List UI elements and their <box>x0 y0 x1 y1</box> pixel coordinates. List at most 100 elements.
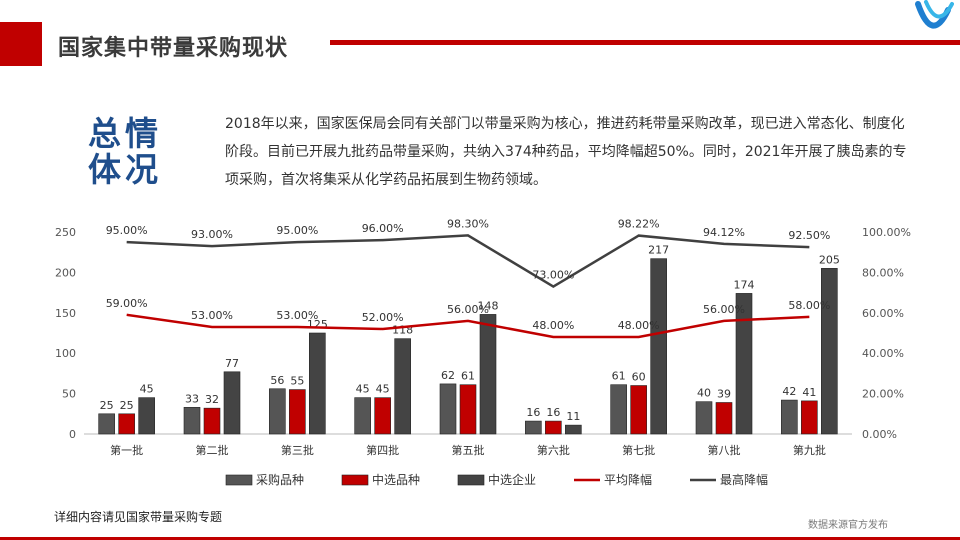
x-tick-label: 第九批 <box>793 443 826 457</box>
summary-paragraph: 2018年以来，国家医保局会同有关部门以带量采购为核心，推进药耗带量采购改革，现… <box>225 116 907 188</box>
bar-data-label: 11 <box>566 410 580 423</box>
bar-1 <box>183 407 201 435</box>
line-data-label: 95.00% <box>106 224 148 237</box>
line-data-label: 93.00% <box>191 228 233 241</box>
legend-swatch <box>457 474 485 486</box>
brand-logo-icon <box>915 0 954 29</box>
footnote-note: 详细内容请见国家带量采购专题 <box>54 510 223 524</box>
bar-data-label: 205 <box>819 253 840 266</box>
bar-data-label: 32 <box>205 393 219 406</box>
line-data-label: 56.00% <box>447 303 489 316</box>
y-left-tick-label: 50 <box>62 388 76 401</box>
bar-data-label: 41 <box>802 386 816 399</box>
y-right-tick-label: 40.00% <box>862 347 904 360</box>
legend-label: 中选品种 <box>372 472 420 487</box>
bar-3 <box>650 258 667 435</box>
y-right-tick-label: 100.00% <box>862 226 911 239</box>
legend-swatch <box>341 474 369 486</box>
bar-2 <box>374 397 391 435</box>
bar-2 <box>630 385 647 435</box>
line-data-label: 48.00% <box>618 319 660 332</box>
line-data-label: 53.00% <box>276 309 318 322</box>
x-tick-label: 第六批 <box>537 443 570 457</box>
bar-data-label: 16 <box>526 406 540 419</box>
y-left-tick-label: 0 <box>69 428 76 441</box>
bar-data-label: 45 <box>140 383 154 396</box>
x-tick-label: 第五批 <box>452 443 485 457</box>
bar-2 <box>203 407 221 435</box>
line-data-label: 59.00% <box>106 297 148 310</box>
line-data-label: 94.12% <box>703 226 745 239</box>
title-rule <box>330 40 960 45</box>
procurement-chart: 0 50 100 150 200 250 0.00% 20.00% 40.00% 60.00% 80… <box>55 217 911 487</box>
bar-2 <box>289 389 306 435</box>
bar-2 <box>801 400 818 435</box>
bar-1 <box>781 399 798 435</box>
bar-1 <box>98 413 115 435</box>
y-left-tick-label: 250 <box>55 226 76 239</box>
summary-heading-line2: 体况 <box>88 150 162 189</box>
bar-data-label: 148 <box>478 299 499 312</box>
bar-data-label: 33 <box>185 392 199 405</box>
bar-data-label: 61 <box>461 370 475 383</box>
bar-data-label: 45 <box>356 383 370 396</box>
y-right-tick-label: 80.00% <box>862 266 904 279</box>
bar-3 <box>309 332 326 435</box>
bar-data-label: 45 <box>376 383 390 396</box>
line-data-label: 56.00% <box>703 303 745 316</box>
footnote-source: 数据来源官方发布 <box>808 520 888 531</box>
x-tick-label: 第七批 <box>622 443 655 457</box>
legend-swatch <box>225 474 253 486</box>
y-left-tick-label: 150 <box>55 307 76 320</box>
x-tick-label: 第二批 <box>196 443 229 457</box>
bar-2 <box>715 402 733 435</box>
bar-2 <box>459 384 477 435</box>
line-data-label: 98.22% <box>618 218 660 231</box>
bar-2 <box>545 420 562 435</box>
x-tick-label: 第三批 <box>281 443 314 457</box>
bar-data-label: 77 <box>225 357 239 370</box>
bar-3 <box>735 293 753 435</box>
y-left-tick-label: 100 <box>55 347 76 360</box>
line-data-label: 95.00% <box>276 224 318 237</box>
line-data-label: 53.00% <box>191 309 233 322</box>
bar-data-label: 61 <box>612 370 626 383</box>
bar-data-label: 56 <box>270 374 284 387</box>
line-series-2 <box>126 234 810 288</box>
line-series-1 <box>126 313 810 339</box>
bar-data-label: 40 <box>697 387 711 400</box>
y-right-tick-label: 0.00% <box>862 428 897 441</box>
bar-data-label: 25 <box>100 399 114 412</box>
bar-data-label: 42 <box>782 385 796 398</box>
bar-data-label: 16 <box>546 406 560 419</box>
bar-1 <box>695 401 713 435</box>
bottom-accent-bar <box>0 537 960 540</box>
summary-heading-line1: 总情 <box>88 114 162 153</box>
bar-data-label: 60 <box>632 371 646 384</box>
x-tick-label: 第一批 <box>110 443 143 457</box>
legend-label: 采购品种 <box>256 472 304 487</box>
bar-data-label: 174 <box>734 278 755 291</box>
summary-heading: 总情 体况 <box>88 116 178 188</box>
line-data-label: 52.00% <box>362 311 404 324</box>
line-data-label: 48.00% <box>532 319 574 332</box>
legend-label: 中选企业 <box>488 472 536 487</box>
bar-3 <box>479 314 497 435</box>
bar-data-label: 55 <box>290 375 304 388</box>
legend-label: 最高降幅 <box>720 472 768 487</box>
bar-data-label: 217 <box>648 244 669 257</box>
line-data-label: 96.00% <box>362 222 404 235</box>
y-right-tick-label: 20.00% <box>862 388 904 401</box>
bar-1 <box>610 384 627 435</box>
bar-data-label: 25 <box>120 399 134 412</box>
legend-label: 平均降幅 <box>604 472 652 487</box>
page-title: 国家集中带量采购现状 <box>58 36 289 61</box>
bar-1 <box>269 388 286 435</box>
bar-3 <box>821 268 838 435</box>
bar-3 <box>394 338 411 435</box>
bar-3 <box>223 371 241 435</box>
bar-data-label: 39 <box>717 387 731 400</box>
y-left-tick-label: 200 <box>55 266 76 279</box>
bar-data-label: 62 <box>441 369 455 382</box>
line-data-label: 58.00% <box>788 299 830 312</box>
